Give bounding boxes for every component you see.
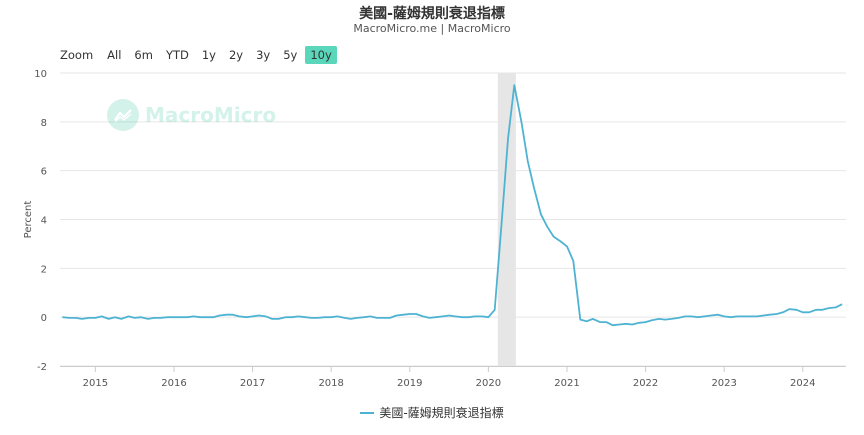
- x-tick-label: 2015: [83, 378, 108, 389]
- x-tick-label: 2018: [318, 378, 343, 389]
- legend-swatch: [360, 411, 375, 414]
- range-button-all[interactable]: All: [107, 47, 122, 62]
- x-tick-label: 2023: [711, 378, 736, 389]
- range-button-3y[interactable]: 3y: [256, 47, 271, 62]
- x-tick-label: 2016: [161, 378, 186, 389]
- x-tick-label: 2017: [240, 378, 265, 389]
- y-tick-label: -2: [37, 362, 47, 373]
- macromicro-logo-icon: [107, 99, 139, 131]
- range-button-5y[interactable]: 5y: [283, 47, 298, 62]
- chart-title: 美國-薩姆規則衰退指標: [359, 6, 505, 22]
- x-tick-label: 2021: [554, 378, 579, 389]
- range-button-10y[interactable]: 10y: [305, 45, 337, 64]
- legend-label: 美國-薩姆規則衰退指標: [379, 406, 504, 420]
- y-axis-title: Percent: [23, 201, 34, 239]
- y-tick-label: 10: [34, 69, 47, 80]
- range-button-1y[interactable]: 1y: [201, 47, 216, 62]
- range-selector: Zoom All 6m YTD 1y 2y 3y 5y 10y: [60, 45, 340, 64]
- x-tick-label: 2024: [790, 378, 815, 389]
- chart-subtitle: MacroMicro.me | MacroMicro: [353, 22, 511, 35]
- y-tick-label: 6: [41, 167, 47, 178]
- zoom-label: Zoom: [60, 47, 94, 62]
- range-button-ytd[interactable]: YTD: [165, 47, 189, 62]
- watermark-text: MacroMicro: [145, 103, 277, 127]
- series-line-0: [62, 84, 843, 327]
- y-tick-label: 2: [41, 264, 47, 275]
- y-tick-label: 4: [41, 216, 47, 227]
- range-button-6m[interactable]: 6m: [134, 47, 153, 62]
- range-button-2y[interactable]: 2y: [228, 47, 244, 62]
- x-tick-label: 2020: [476, 378, 501, 389]
- legend[interactable]: 美國-薩姆規則衰退指標: [0, 404, 864, 421]
- x-tick-label: 2019: [397, 378, 422, 389]
- y-tick-label: 8: [41, 118, 47, 129]
- y-tick-label: 0: [41, 313, 47, 324]
- x-tick-label: 2022: [633, 378, 658, 389]
- watermark: MacroMicro: [107, 99, 276, 131]
